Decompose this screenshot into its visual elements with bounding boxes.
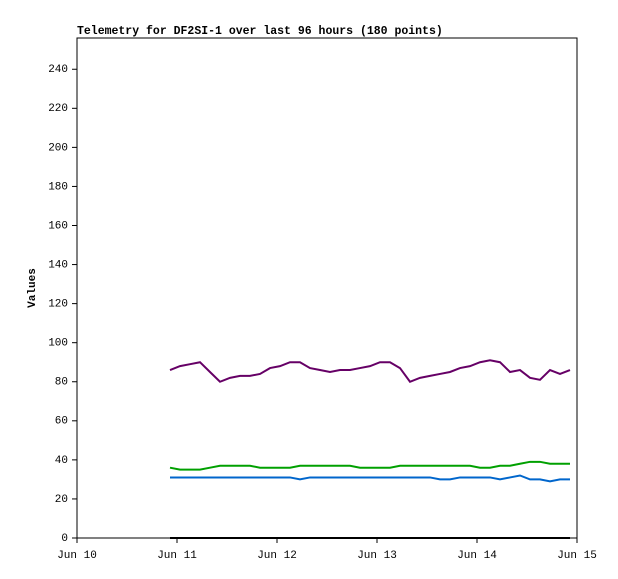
y-axis-label: Values bbox=[27, 268, 39, 308]
y-tick-label: 220 bbox=[48, 103, 68, 115]
data-line bbox=[170, 474, 570, 483]
y-tick-label: 60 bbox=[55, 416, 68, 428]
x-tick-label: Jun 13 bbox=[357, 550, 397, 562]
x-tick-label: Jun 15 bbox=[557, 550, 597, 562]
y-tick-label: 200 bbox=[48, 142, 68, 154]
data-line bbox=[169, 359, 571, 383]
x-tick-label: Jun 10 bbox=[57, 550, 97, 562]
y-tick-label: 100 bbox=[48, 338, 68, 350]
x-tick-label: Jun 12 bbox=[257, 550, 297, 562]
y-tick-label: 240 bbox=[48, 64, 68, 76]
x-tick-label: Jun 14 bbox=[457, 550, 497, 562]
data-line bbox=[169, 460, 570, 471]
y-tick-label: 0 bbox=[61, 533, 68, 545]
x-tick-label: Jun 11 bbox=[157, 550, 197, 562]
y-tick-label: 40 bbox=[55, 455, 68, 467]
y-tick-label: 140 bbox=[48, 259, 68, 271]
y-tick-label: 80 bbox=[55, 377, 68, 389]
y-tick-label: 160 bbox=[48, 220, 68, 232]
chart-title: Telemetry for DF2SI-1 over last 96 hours… bbox=[77, 25, 443, 38]
y-tick-label: 120 bbox=[48, 299, 68, 311]
y-tick-label: 20 bbox=[55, 494, 68, 506]
y-tick-label: 180 bbox=[48, 181, 68, 193]
